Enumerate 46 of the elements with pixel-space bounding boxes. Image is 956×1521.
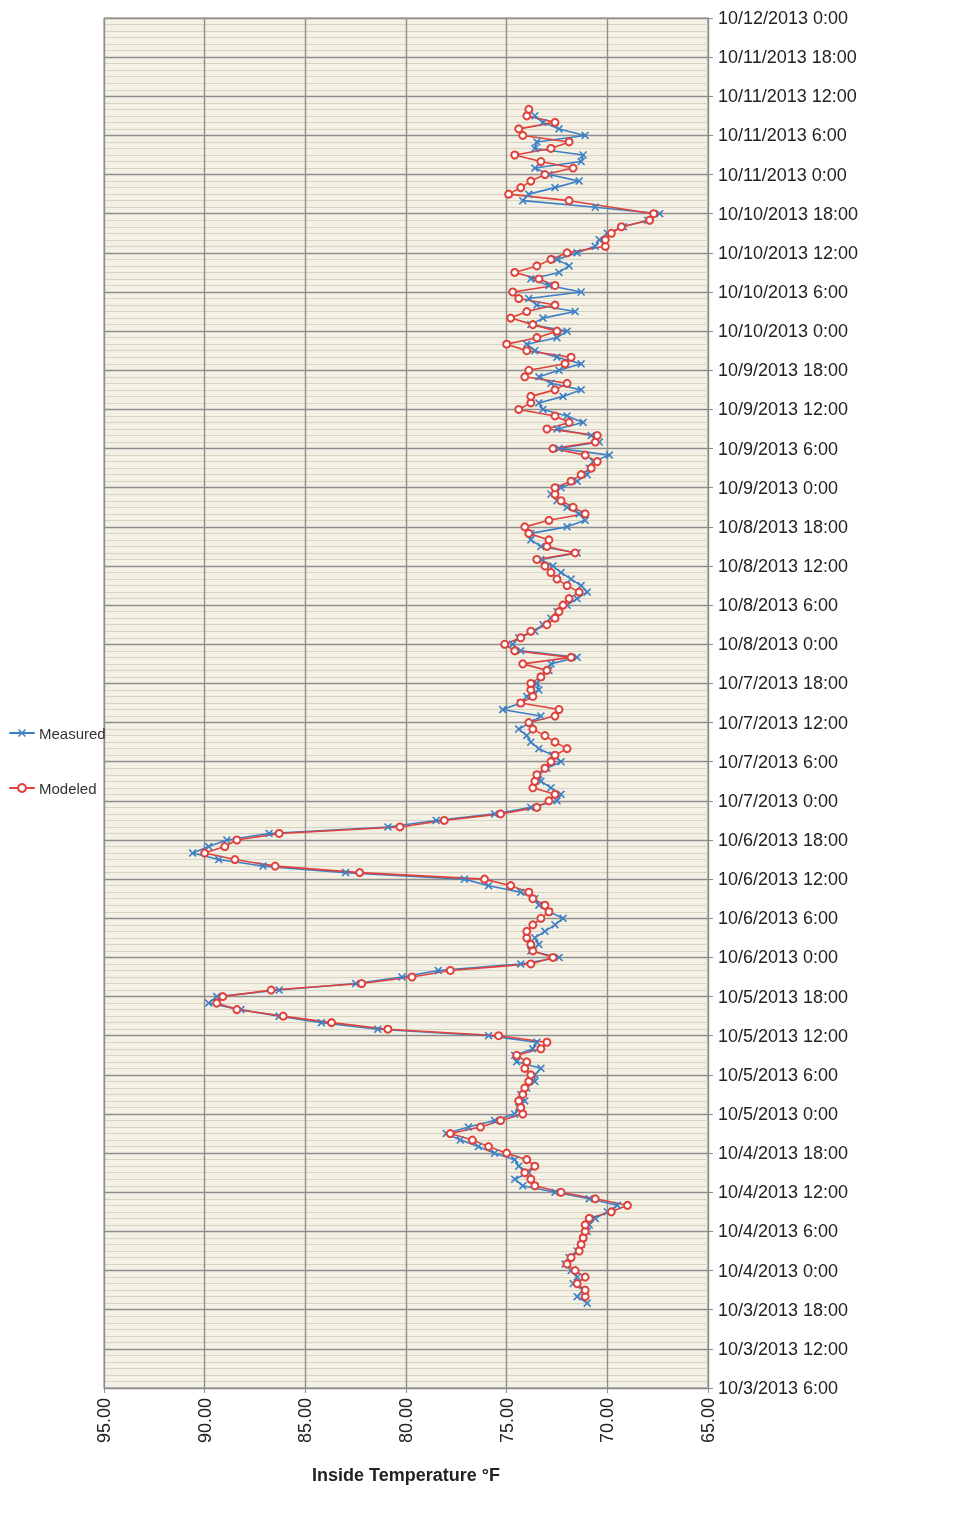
x-tick-label: 95.00 bbox=[94, 1398, 114, 1444]
legend-label: Modeled bbox=[39, 779, 97, 797]
y-tick-label: 10/11/2013 12:00 bbox=[718, 86, 857, 107]
x-axis-title: Inside Temperature °F bbox=[312, 1465, 500, 1485]
y-tick-label: 10/11/2013 18:00 bbox=[718, 47, 857, 68]
x-tick-label: 80.00 bbox=[396, 1398, 416, 1444]
y-tick-label: 10/8/2013 18:00 bbox=[718, 516, 849, 537]
y-tick-label: 10/8/2013 6:00 bbox=[718, 595, 839, 616]
y-tick-label: 10/5/2013 0:00 bbox=[718, 1104, 839, 1124]
y-tick-label: 10/7/2013 18:00 bbox=[718, 673, 849, 694]
y-tick-label: 10/5/2013 12:00 bbox=[718, 1025, 849, 1046]
legend-label: Measured bbox=[39, 724, 106, 742]
y-tick-label: 10/6/2013 6:00 bbox=[718, 908, 839, 929]
x-tick-label: 65.00 bbox=[698, 1398, 718, 1444]
y-tick-label: 10/7/2013 0:00 bbox=[718, 790, 839, 811]
y-tick-label: 10/9/2013 18:00 bbox=[718, 360, 849, 381]
y-tick-label: 10/8/2013 0:00 bbox=[718, 634, 839, 655]
y-tick-label: 10/9/2013 12:00 bbox=[718, 399, 849, 420]
y-tick-label: 10/9/2013 0:00 bbox=[718, 477, 839, 498]
y-tick-label: 10/6/2013 12:00 bbox=[718, 869, 849, 890]
y-tick-label: 10/3/2013 6:00 bbox=[718, 1378, 839, 1398]
y-tick-label: 10/3/2013 12:00 bbox=[718, 1338, 849, 1359]
x-tick-label: 75.00 bbox=[496, 1398, 517, 1444]
y-tick-label: 10/7/2013 12:00 bbox=[718, 712, 849, 733]
x-tick-label: 70.00 bbox=[597, 1398, 618, 1444]
y-tick-label: 10/11/2013 6:00 bbox=[718, 125, 847, 146]
x-tick-label: 85.00 bbox=[295, 1398, 316, 1444]
y-tick-label: 10/4/2013 0:00 bbox=[718, 1260, 839, 1281]
y-tick-label: 10/5/2013 18:00 bbox=[718, 986, 849, 1007]
y-tick-label: 10/9/2013 6:00 bbox=[718, 438, 839, 459]
y-tick-label: 10/12/2013 0:00 bbox=[718, 8, 849, 28]
y-tick-label: 10/6/2013 18:00 bbox=[718, 830, 849, 850]
y-tick-label: 10/10/2013 18:00 bbox=[718, 203, 859, 224]
y-tick-label: 10/10/2013 6:00 bbox=[718, 282, 849, 302]
y-tick-label: 10/5/2013 6:00 bbox=[718, 1064, 839, 1085]
y-tick-label: 10/4/2013 18:00 bbox=[718, 1143, 849, 1164]
y-tick-label: 10/10/2013 0:00 bbox=[718, 321, 849, 342]
y-tick-label: 10/6/2013 0:00 bbox=[718, 947, 839, 968]
y-tick-label: 10/10/2013 12:00 bbox=[718, 242, 859, 263]
y-tick-label: 10/7/2013 6:00 bbox=[718, 751, 839, 772]
y-tick-label: 10/8/2013 12:00 bbox=[718, 556, 849, 576]
y-tick-label: 10/3/2013 18:00 bbox=[718, 1299, 849, 1320]
x-tick-label: 90.00 bbox=[194, 1398, 215, 1444]
y-tick-label: 10/4/2013 6:00 bbox=[718, 1221, 839, 1242]
y-tick-label: 10/11/2013 0:00 bbox=[718, 164, 847, 185]
y-tick-label: 10/4/2013 12:00 bbox=[718, 1182, 849, 1203]
